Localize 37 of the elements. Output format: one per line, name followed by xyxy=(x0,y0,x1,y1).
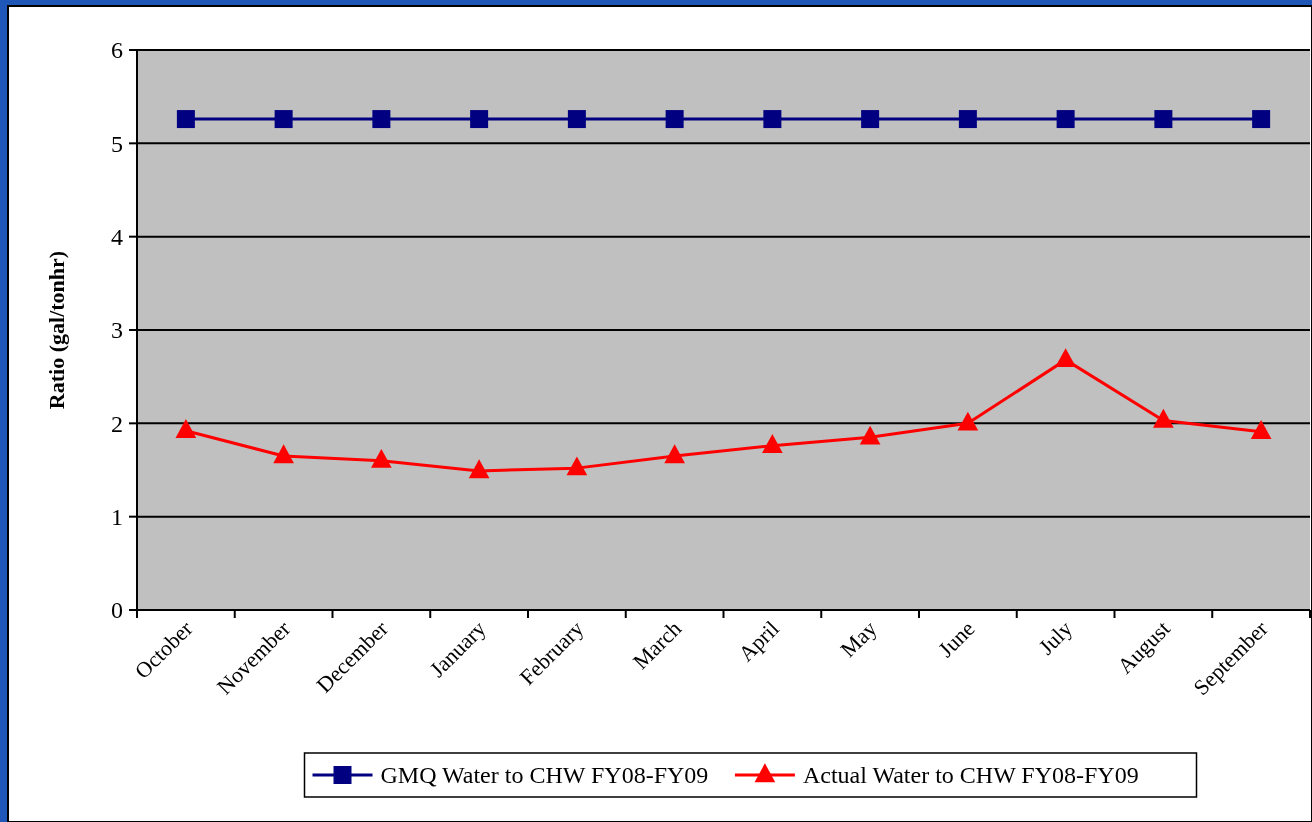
point xyxy=(861,110,880,129)
point xyxy=(470,110,489,129)
point xyxy=(957,411,979,431)
y-tick-label: 1 xyxy=(111,504,123,531)
y-axis-title: Ratio (gal/tonhr) xyxy=(44,250,69,410)
point xyxy=(1153,408,1174,428)
point xyxy=(763,110,782,129)
legend-label: GMQ Water to CHW FY08-FY09 xyxy=(380,762,709,789)
point xyxy=(664,444,685,464)
x-tick-label: July xyxy=(1033,615,1078,660)
point xyxy=(372,110,391,129)
y-tick-label: 6 xyxy=(111,37,123,64)
y-tick-label: 5 xyxy=(111,130,123,157)
y-tick-label: 4 xyxy=(111,224,123,251)
y-tick-label: 2 xyxy=(111,410,123,437)
x-tick-label: May xyxy=(835,615,882,663)
point xyxy=(1154,110,1173,129)
point xyxy=(958,110,977,129)
point xyxy=(762,434,783,453)
point xyxy=(1056,110,1075,129)
point xyxy=(1252,110,1271,129)
point xyxy=(1055,348,1076,368)
point xyxy=(176,110,195,129)
legend-label: Actual Water to CHW FY08-FY09 xyxy=(802,762,1139,789)
point xyxy=(371,448,392,468)
point xyxy=(859,425,881,445)
x-tick-label: June xyxy=(933,615,980,663)
point xyxy=(175,419,197,438)
point xyxy=(468,459,490,479)
point xyxy=(274,110,293,129)
y-tick-label: 3 xyxy=(111,317,123,344)
point xyxy=(273,444,294,464)
point xyxy=(567,110,586,129)
y-tick-label: 0 xyxy=(111,597,123,624)
point xyxy=(566,456,588,476)
point xyxy=(665,110,684,129)
point xyxy=(1250,420,1272,439)
